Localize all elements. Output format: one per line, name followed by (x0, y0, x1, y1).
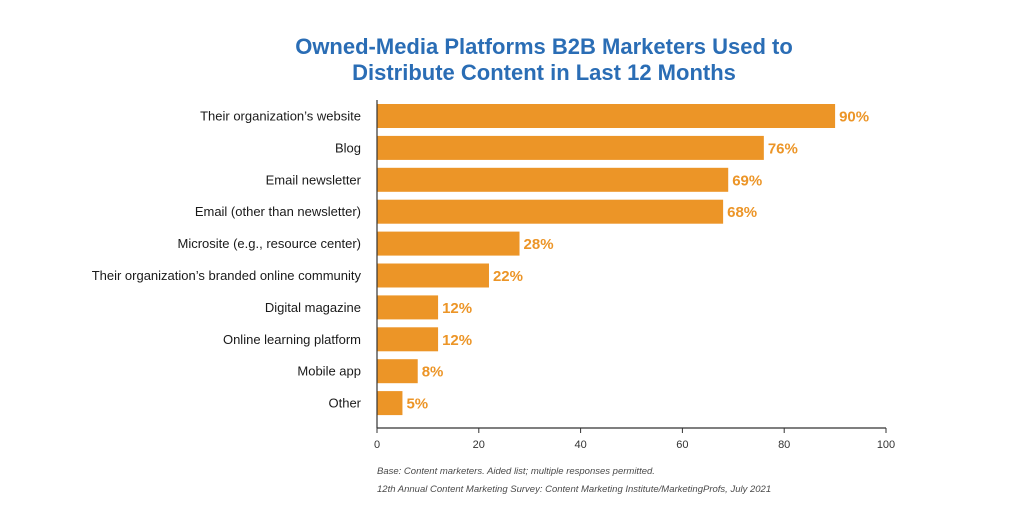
bar (377, 263, 489, 288)
value-label: 5% (406, 396, 428, 413)
category-label: Email (other than newsletter) (195, 204, 361, 219)
x-tick-label: 40 (574, 439, 586, 451)
value-label: 76% (768, 140, 798, 157)
bar (377, 199, 724, 224)
category-label: Blog (335, 140, 361, 155)
value-label: 12% (442, 300, 472, 317)
bar (377, 167, 729, 192)
x-tick-label: 80 (778, 439, 790, 451)
category-label: Online learning platform (223, 332, 361, 347)
x-tick-label: 100 (877, 439, 895, 451)
bar (377, 359, 418, 384)
x-tick-label: 60 (676, 439, 688, 451)
x-tick-label: 0 (374, 439, 380, 451)
value-labels-group: 90% 76% 69% 68% 28%22% 12% 12% 8% 5% (406, 109, 869, 413)
value-label: 8% (422, 364, 444, 381)
bar (377, 231, 520, 256)
bar (377, 295, 439, 320)
bar (377, 327, 439, 352)
footnote-base: Base: Content marketers. Aided list; mul… (377, 466, 655, 477)
chart-title: Owned-Media Platforms B2B Marketers Used… (295, 34, 793, 85)
x-tick-label: 20 (473, 439, 485, 451)
category-label: Microsite (e.g., resource center) (177, 236, 361, 251)
value-label: 68% (727, 204, 757, 221)
category-label: Digital magazine (265, 300, 361, 315)
value-label: 69% (732, 172, 762, 189)
category-label: Their organization’s website (200, 109, 361, 124)
category-labels-group: Their organization’s website Blog Email ne… (92, 109, 362, 411)
value-label: 90% (839, 109, 869, 126)
category-label: Their organization’s branded online comm… (92, 268, 362, 283)
value-label: 12% (442, 332, 472, 349)
category-label: Mobile app (297, 364, 361, 379)
bar (377, 135, 764, 160)
category-label: Email newsletter (266, 172, 362, 187)
bar (377, 104, 836, 128)
bars-group (377, 104, 836, 416)
value-label: 22% (493, 268, 523, 285)
axes-group: 0 20 40 60 80 100 (374, 100, 895, 451)
bar (377, 391, 403, 416)
value-label: 28% (524, 236, 554, 253)
category-label: Other (328, 396, 361, 411)
footnote-source: 12th Annual Content Marketing Survey: Co… (377, 484, 772, 495)
